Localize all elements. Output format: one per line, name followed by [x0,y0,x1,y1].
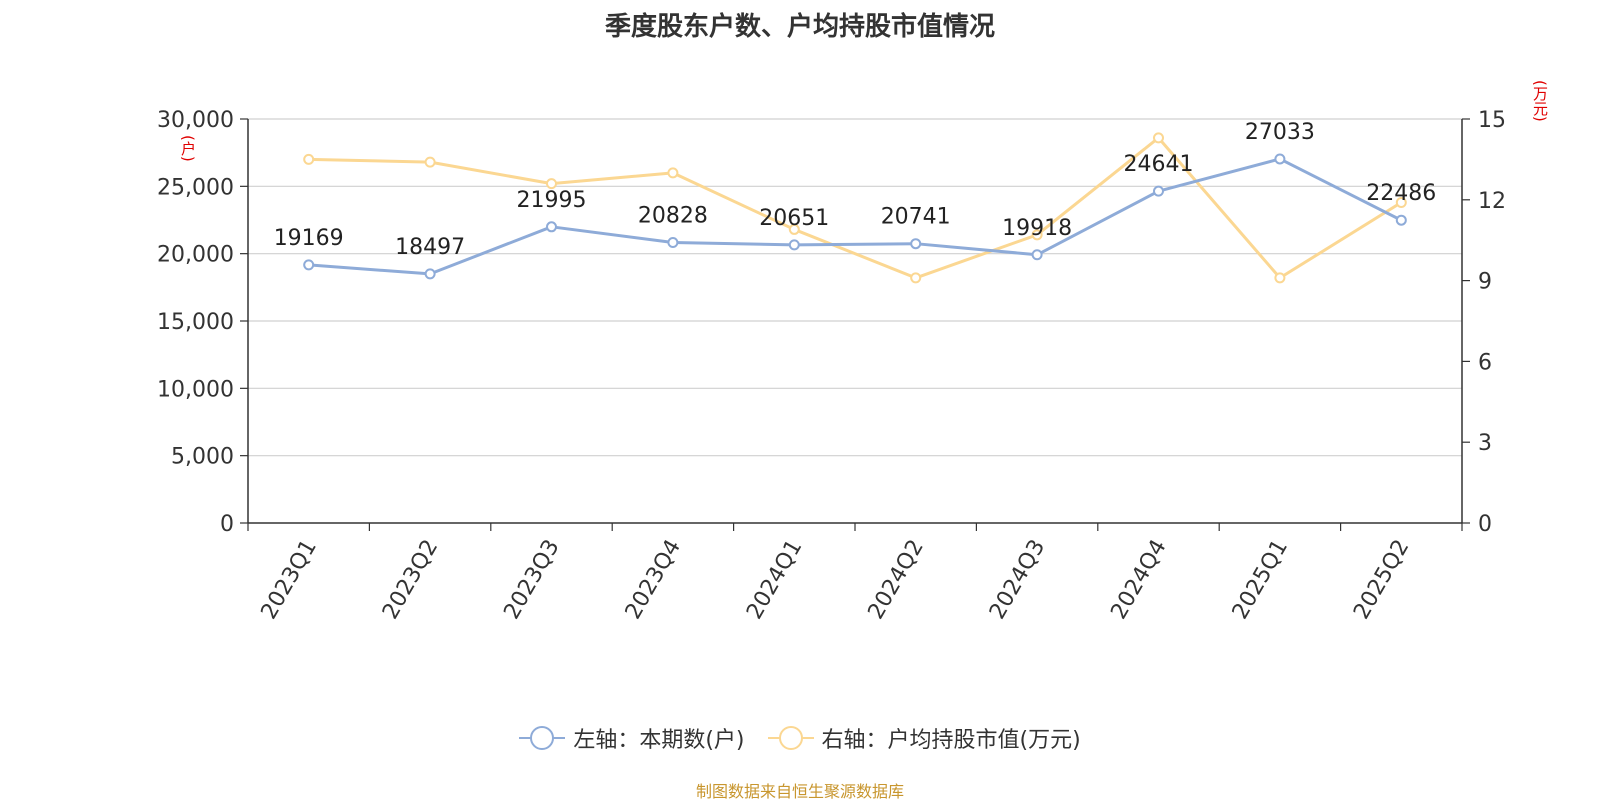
legend-label: 左轴：本期数(户) [573,728,745,753]
x-axis-tick-label: 2023Q4 [621,536,686,624]
right-axis-tick-label: 9 [1478,270,1492,295]
right-axis-tick-label: 0 [1478,512,1492,537]
left-axis-unit: (户) [179,135,197,162]
data-label: 27033 [1245,120,1315,145]
data-label: 24641 [1124,152,1194,177]
left-axis-tick-label: 10,000 [157,377,234,402]
data-label: 19918 [1002,216,1072,241]
x-axis-tick-label: 2023Q3 [499,536,564,624]
legend-label: 右轴：户均持股市值(万元) [821,728,1081,753]
legend-symbol-icon [767,725,814,751]
left-axis-tick-label: 15,000 [157,310,234,335]
legend-item-right-series[interactable]: 右轴：户均持股市值(万元) [767,722,1081,754]
data-label: 20828 [638,204,708,229]
data-point-left [1153,185,1164,197]
x-axis-tick-label: 2025Q1 [1228,536,1293,624]
data-point-left [788,239,800,251]
x-axis-tick-label: 2024Q4 [1106,536,1171,624]
x-axis-tick-label: 2024Q3 [985,536,1050,624]
x-axis-tick-label: 2023Q1 [257,536,322,624]
data-point-right [1395,196,1407,208]
x-axis-tick-label: 2024Q1 [742,536,807,624]
data-point-left [546,221,557,233]
data-point-left [1031,249,1043,261]
legend-symbol-icon [519,725,566,751]
x-axis-tick-label: 2024Q2 [864,536,929,624]
chart-plot: 0 5,000 10,000 15,000 20,000 25,000 30,000 0 3 6 9… [157,108,1506,624]
right-axis-tick-label: 15 [1478,108,1506,133]
data-point-right [1031,229,1043,241]
data-source-note: 制图数据来自恒生聚源数据库 [695,782,904,801]
legend-item-left-series[interactable]: 左轴：本期数(户) [519,722,745,754]
data-label: 19169 [274,226,344,251]
data-label: 18497 [395,235,465,260]
data-point-right [1274,272,1286,284]
right-axis-tick-label: 6 [1478,350,1492,375]
data-label: 20741 [881,205,951,230]
left-axis-tick-label: 5,000 [171,445,234,470]
left-axis-tick-label: 0 [220,512,234,537]
data-point-right [424,156,436,168]
chart-title: 季度股东户数、户均持股市值情况 [604,12,995,42]
data-point-right [667,167,679,179]
data-label: 22486 [1366,181,1436,206]
data-point-left [1395,214,1407,226]
data-point-left [1274,153,1286,165]
data-point-right [1153,132,1164,144]
data-point-right [788,223,800,235]
data-point-right [546,178,557,190]
legend: 左轴：本期数(户) 右轴：户均持股市值(万元) [0,722,1600,757]
x-axis-tick-label: 2025Q2 [1349,536,1414,624]
left-axis-tick-label: 20,000 [157,243,234,268]
data-label: 21995 [517,188,587,213]
data-point-left [910,238,922,250]
right-axis-unit: (万元) [1531,80,1549,122]
left-axis-tick-label: 25,000 [157,175,234,200]
data-point-right [303,153,315,165]
left-axis-tick-label: 30,000 [157,108,234,133]
data-point-left [303,259,315,271]
right-axis-tick-label: 12 [1478,189,1506,214]
data-point-right [910,272,922,284]
series-line-left [308,157,1402,276]
x-axis-tick-label: 2023Q2 [378,536,443,624]
series-line-right [308,136,1403,280]
data-label: 20651 [759,206,829,231]
right-axis-tick-label: 3 [1478,431,1492,456]
data-point-left [424,268,436,280]
data-point-left [667,237,679,249]
